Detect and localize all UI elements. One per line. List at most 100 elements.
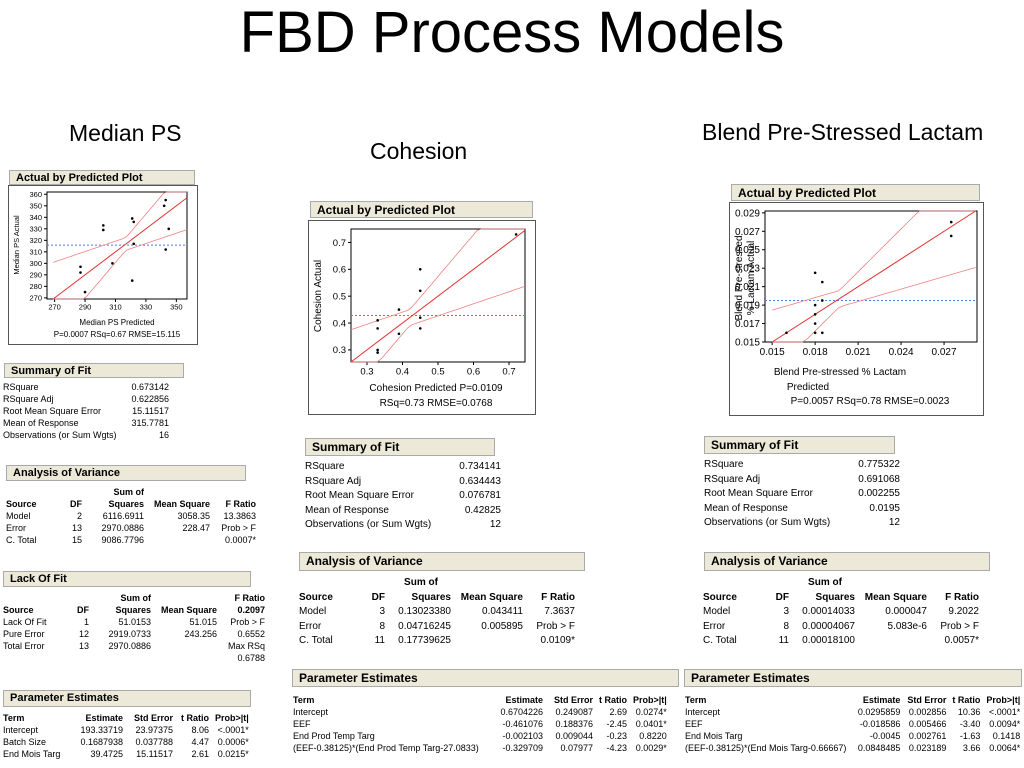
summary-table: RSquare 0.775322 RSquare Adj 0.691068 Root… — [704, 459, 900, 528]
summary-header: Summary of Fit — [305, 438, 495, 456]
params-header: Parameter Estimates — [292, 669, 679, 687]
fit-line — [771, 210, 976, 343]
x-tick-label: 270 — [48, 303, 61, 312]
data-point — [376, 351, 379, 354]
anova-header: Analysis of Variance — [299, 552, 585, 571]
y-axis-label: Cohesion Actual — [313, 260, 324, 332]
data-point — [132, 220, 136, 224]
x-axis-label-line1: Blend Pre-stressed % Lactam — [774, 367, 906, 378]
y-tick-label: 0.023 — [735, 264, 760, 275]
x-tick-label: 0.3 — [360, 367, 373, 378]
params-table: Term Estimate Std Error t Ratio Prob>|t| Int… — [293, 695, 667, 753]
confidence-curve-lower — [351, 285, 526, 363]
y-tick-label: 0.4 — [333, 318, 346, 329]
x-tick-label: 310 — [109, 303, 122, 312]
data-point — [514, 233, 518, 236]
actual-by-predicted-chart: 270 290 310 330 350 270 280 290 300 310 320 330 340 3… — [12, 190, 188, 339]
data-point — [418, 268, 422, 271]
lack-of-fit-header: Lack Of Fit — [3, 571, 251, 587]
anova-table: Sum of Source DF Squares Mean Square F Ratio… — [299, 577, 575, 646]
model-title-median-ps: Median PS — [69, 120, 182, 146]
summary-header: Summary of Fit — [4, 363, 184, 378]
data-point — [397, 308, 401, 311]
y-tick-label: 340 — [29, 213, 42, 222]
y-tick-label: 280 — [29, 282, 42, 291]
data-point — [111, 262, 114, 265]
model-title-cohesion: Cohesion — [370, 138, 468, 164]
data-point — [949, 220, 953, 224]
data-point — [132, 242, 136, 246]
summary-table: RSquare 0.673142 RSquare Adj 0.622856 Root… — [3, 382, 169, 440]
y-axis-label-line1: Blend Pre-stressed — [734, 235, 745, 320]
x-tick-label: 0.5 — [431, 367, 444, 378]
data-point — [813, 303, 817, 307]
plot-footer: RSq=0.73 RMSE=0.0768 — [380, 398, 493, 409]
y-tick-label: 0.021 — [735, 282, 760, 293]
plot-frame: 0.015 0.018 0.021 0.024 0.027 0.015 0.017 0.019… — [729, 202, 984, 416]
data-point — [167, 227, 171, 231]
data-point — [418, 327, 422, 330]
data-point — [397, 332, 401, 336]
confidence-curve-upper — [772, 210, 976, 311]
actual-by-predicted-chart: 0.3 0.4 0.5 0.6 0.7 0.3 0.4 0.5 0.6 0.7 Cohesion A… — [313, 228, 526, 409]
data-point — [820, 331, 824, 335]
data-point — [102, 224, 105, 227]
actual-by-predicted-chart: 0.015 0.018 0.021 0.024 0.027 0.015 0.017 0.019… — [734, 208, 978, 407]
data-point — [813, 313, 817, 316]
x-tick-label: 0.015 — [760, 347, 785, 358]
x-axis-label: Cohesion Predicted P=0.0109 — [369, 383, 503, 394]
y-tick-label: 0.6 — [333, 265, 346, 276]
y-tick-label: 360 — [29, 190, 42, 199]
x-tick-label: 0.018 — [803, 347, 828, 358]
anova-table: Sum of Source DF Squares Mean Square F Ratio… — [6, 487, 256, 545]
y-tick-label: 290 — [29, 270, 42, 279]
y-tick-label: 0.015 — [735, 338, 760, 349]
y-tick-label: 0.029 — [735, 208, 760, 219]
y-tick-label: 300 — [29, 259, 42, 268]
data-point — [813, 271, 817, 275]
data-point — [79, 271, 82, 274]
plot-frame: 0.3 0.4 0.5 0.6 0.7 0.3 0.4 0.5 0.6 0.7 Cohesion A… — [308, 220, 536, 415]
params-table: Term Estimate Std Error t Ratio Prob>|t| Int… — [3, 713, 249, 759]
plot-header: Actual by Predicted Plot — [9, 170, 195, 185]
y-tick-label: 0.027 — [735, 227, 760, 238]
x-tick-label: 0.027 — [932, 347, 957, 358]
y-tick-label: 0.3 — [333, 345, 346, 356]
confidence-curve-upper — [350, 228, 525, 331]
data-point — [102, 228, 105, 232]
lack-of-fit-table: Sum of F Ratio Source DF Squares Mean Square… — [3, 593, 265, 663]
data-point — [376, 348, 379, 352]
y-axis-label-line2: % Lactam Actual — [746, 241, 757, 315]
data-point — [130, 279, 134, 282]
y-tick-label: 0.7 — [333, 238, 346, 249]
plot-frame: 270 290 310 330 350 270 280 290 300 310 320 330 340 3… — [8, 185, 198, 345]
params-header: Parameter Estimates — [684, 669, 1022, 687]
data-point — [813, 322, 817, 325]
data-point — [820, 280, 824, 284]
data-point — [376, 327, 379, 330]
y-tick-label: 0.025 — [735, 245, 760, 256]
summary-table: RSquare 0.734141 RSquare Adj 0.634443 Root… — [305, 461, 501, 530]
x-tick-label: 0.6 — [467, 367, 480, 378]
params-table: Term Estimate Std Error t Ratio Prob>|t| Int… — [685, 695, 1021, 753]
data-point — [164, 198, 167, 202]
model-title-blend-lactam: Blend Pre-Stressed Lactam — [702, 119, 984, 145]
confidence-curve-upper — [52, 191, 187, 263]
params-header: Parameter Estimates — [3, 690, 251, 707]
data-point — [162, 204, 166, 208]
plot-header: Actual by Predicted Plot — [731, 184, 980, 201]
y-tick-label: 330 — [29, 224, 42, 233]
x-tick-label: 330 — [140, 303, 153, 312]
data-point — [130, 217, 134, 220]
plot-header: Actual by Predicted Plot — [310, 201, 533, 218]
plot-footer: P=0.0007 RSq=0.67 RMSE=15.115 — [54, 330, 181, 339]
data-point — [79, 265, 82, 269]
y-tick-label: 0.019 — [735, 301, 760, 312]
y-axis-label: Median PS Actual — [12, 215, 21, 275]
y-tick-label: 320 — [29, 236, 42, 245]
x-tick-label: 0.4 — [396, 367, 409, 378]
y-tick-label: 350 — [29, 201, 42, 210]
fit-line — [52, 197, 188, 300]
plot-footer: P=0.0057 RSq=0.78 RMSE=0.0023 — [791, 396, 950, 407]
plot-area — [764, 210, 978, 343]
